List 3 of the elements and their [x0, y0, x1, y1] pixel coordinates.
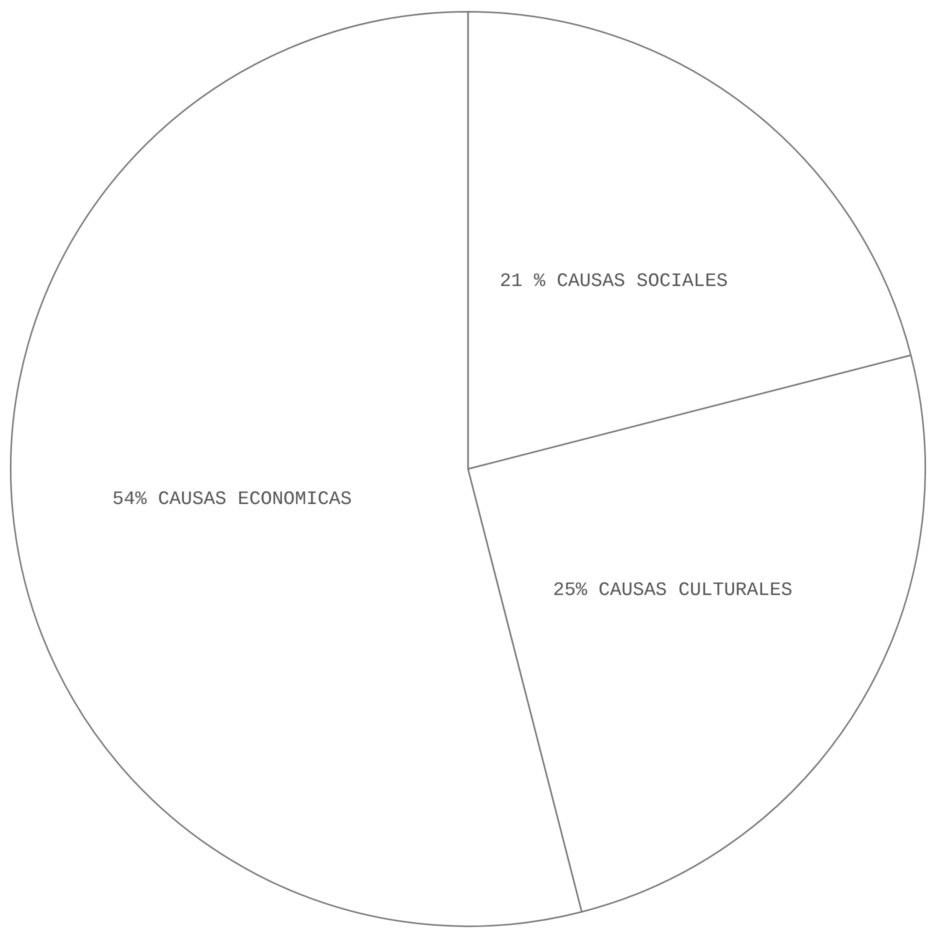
- slice-label: 21 % CAUSAS SOCIALES: [500, 270, 728, 292]
- slice-label: 25% CAUSAS CULTURALES: [552, 579, 792, 602]
- slice-label: 54% CAUSAS ECONOMICAS: [112, 488, 352, 510]
